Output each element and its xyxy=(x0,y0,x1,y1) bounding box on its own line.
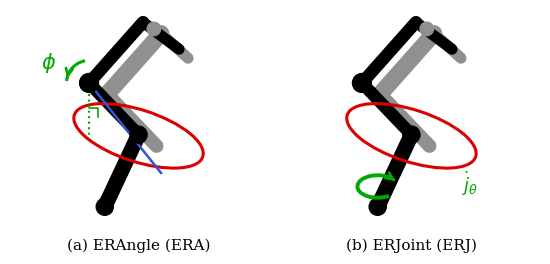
Text: $\dot{j}_\theta$: $\dot{j}_\theta$ xyxy=(461,170,477,198)
Circle shape xyxy=(147,22,161,36)
Circle shape xyxy=(353,73,371,92)
Circle shape xyxy=(369,198,386,215)
Text: (a) ERAngle (ERA): (a) ERAngle (ERA) xyxy=(67,238,210,253)
Text: $\phi$: $\phi$ xyxy=(41,51,56,75)
Circle shape xyxy=(403,126,420,143)
Circle shape xyxy=(96,198,113,215)
Circle shape xyxy=(420,22,433,36)
Circle shape xyxy=(80,73,98,92)
Text: (b) ERJoint (ERJ): (b) ERJoint (ERJ) xyxy=(346,238,477,253)
Circle shape xyxy=(130,126,147,143)
